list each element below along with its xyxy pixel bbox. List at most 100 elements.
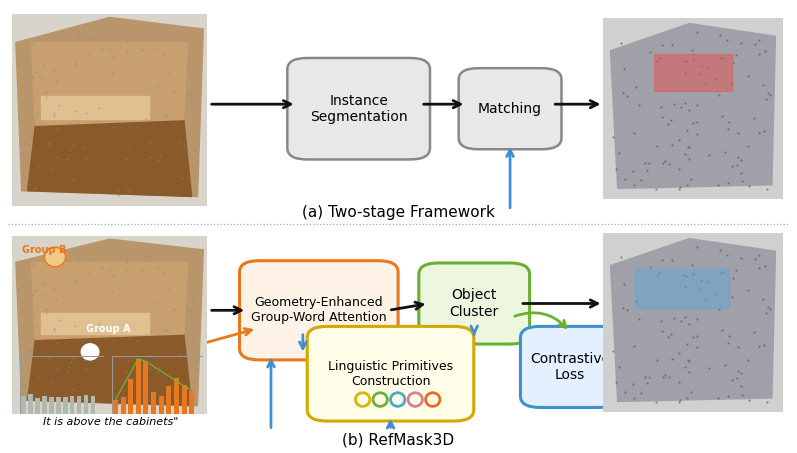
Point [727, 274, 740, 281]
Point [725, 79, 738, 87]
Point [81, 52, 94, 59]
Point [618, 389, 631, 396]
Point [732, 130, 744, 137]
Bar [28, 394, 33, 414]
Point [723, 333, 736, 340]
Point [182, 61, 194, 68]
Point [143, 365, 156, 372]
Point [757, 342, 770, 349]
Point [727, 59, 740, 67]
Point [650, 356, 663, 363]
Point [714, 246, 727, 253]
Point [679, 150, 692, 157]
Point [731, 375, 744, 382]
Point [760, 185, 773, 192]
Point [158, 50, 171, 58]
Point [663, 160, 676, 168]
Point [732, 343, 744, 351]
Point [84, 255, 96, 263]
Point [91, 189, 104, 196]
Point [153, 152, 166, 159]
Point [45, 377, 58, 385]
Point [183, 91, 195, 98]
Point [69, 107, 81, 115]
Point [690, 29, 703, 36]
Point [92, 105, 105, 112]
Point [759, 48, 771, 55]
Point [173, 138, 186, 145]
Bar [174, 378, 179, 414]
Point [23, 347, 36, 354]
Point [759, 262, 771, 270]
Point [741, 72, 754, 79]
Point [650, 399, 662, 406]
Point [144, 352, 157, 359]
Point [45, 167, 58, 174]
Point [709, 76, 721, 83]
Point [106, 287, 119, 294]
Point [111, 396, 124, 404]
Point [685, 175, 697, 183]
Bar [42, 396, 46, 414]
Point [612, 363, 625, 370]
Point [81, 270, 94, 278]
Bar [41, 96, 148, 120]
Point [106, 69, 119, 77]
Point [96, 264, 108, 271]
Point [618, 280, 630, 287]
Point [760, 95, 772, 102]
Point [47, 284, 60, 292]
Point [36, 74, 49, 81]
Point [716, 113, 728, 120]
Point [730, 266, 743, 274]
Point [607, 134, 619, 141]
Point [19, 384, 32, 391]
Point [721, 339, 734, 347]
Point [92, 320, 105, 327]
Point [189, 360, 202, 367]
Point [730, 52, 743, 59]
Point [621, 92, 634, 100]
Point [65, 146, 77, 154]
Text: Matching: Matching [478, 102, 542, 116]
Point [183, 307, 195, 314]
Point [156, 111, 169, 118]
Point [122, 358, 135, 365]
Point [677, 57, 689, 64]
Point [617, 90, 630, 97]
Point [656, 114, 669, 121]
Point [630, 297, 642, 304]
Point [666, 42, 679, 49]
Point [610, 379, 622, 386]
Point [161, 326, 174, 333]
Point [682, 357, 695, 364]
Point [756, 82, 769, 89]
Point [658, 371, 671, 378]
Point [159, 328, 171, 335]
Point [650, 185, 662, 193]
Point [735, 39, 748, 47]
Point [29, 286, 41, 294]
Point [723, 118, 736, 125]
Point [47, 67, 60, 74]
Point [185, 89, 198, 96]
Point [107, 271, 120, 278]
Point [61, 155, 73, 163]
Point [653, 269, 665, 276]
Polygon shape [31, 43, 188, 125]
Point [73, 34, 85, 41]
Polygon shape [611, 24, 775, 188]
Point [680, 272, 693, 280]
Point [736, 178, 748, 185]
Point [111, 187, 124, 194]
Point [23, 133, 36, 140]
Point [144, 139, 157, 146]
Point [722, 393, 735, 400]
Point [48, 109, 61, 116]
Point [736, 391, 748, 398]
Point [653, 54, 665, 62]
Point [186, 76, 198, 83]
Polygon shape [31, 262, 188, 339]
Point [628, 343, 641, 350]
Text: "This is a white kitchen counter.
  It is above the cabinets": "This is a white kitchen counter. It is … [18, 183, 197, 205]
